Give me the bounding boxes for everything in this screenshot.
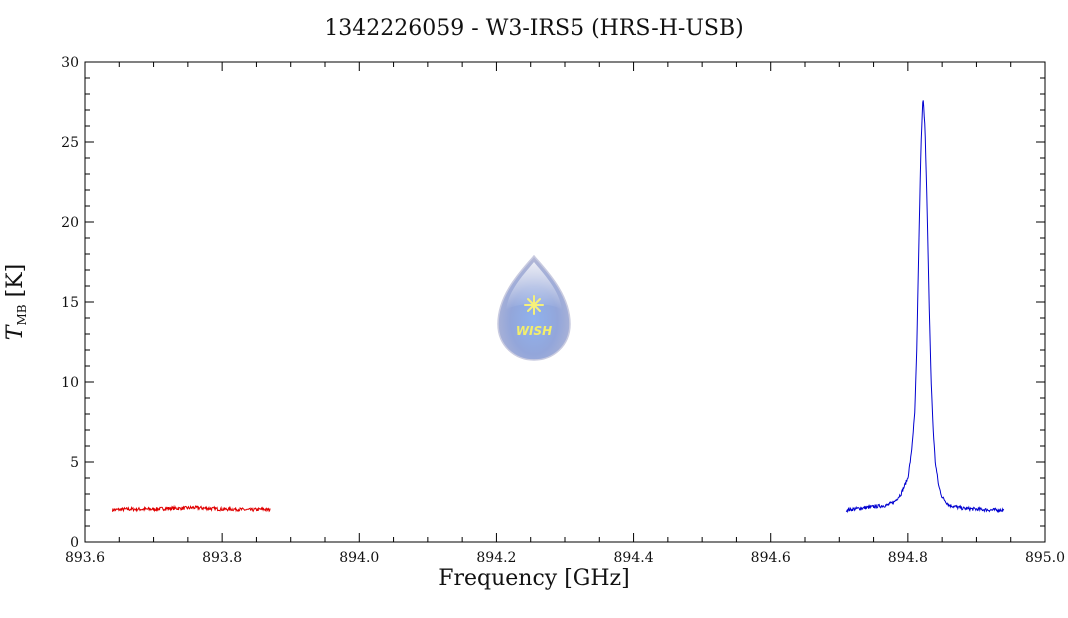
x-tick-label: 893.6 [65,550,105,566]
y-tick-label: 20 [61,215,79,231]
x-tick-label: 894.4 [614,550,654,566]
x-tick-label: 893.8 [202,550,242,566]
logo-text: WISH [516,324,552,338]
y-axis-unit: [K] [3,263,28,298]
y-axis-subscript: MB [15,304,29,326]
y-axis-symbol: T [3,325,28,341]
series-line-1 [111,504,271,513]
y-tick-label: 15 [61,295,79,311]
star-icon [524,295,544,315]
y-tick-label: 5 [70,455,79,471]
x-axis-label: Frequency [GHz] [438,566,630,591]
wish-logo: WISH [497,254,571,361]
x-tick-label: 894.8 [888,550,928,566]
x-tick-label: 894.6 [751,550,791,566]
y-tick-label: 25 [61,135,79,151]
plot-frame [84,61,1046,543]
y-tick-label: 10 [61,375,79,391]
y-tick-label: 30 [61,55,79,71]
chart-title: 1342226059 - W3-IRS5 (HRS-H-USB) [324,16,744,41]
y-tick-label: 0 [70,535,79,551]
axis-ticks: 893.6 893.8 894.0 894.2 894.4 894.6 894.8 895.0… [61,55,1065,566]
x-tick-label: 895.0 [1025,550,1065,566]
series-line-2 [845,100,1005,514]
x-tick-label: 894.0 [339,550,379,566]
series-layer [111,100,1005,514]
x-tick-label: 894.2 [476,550,516,566]
